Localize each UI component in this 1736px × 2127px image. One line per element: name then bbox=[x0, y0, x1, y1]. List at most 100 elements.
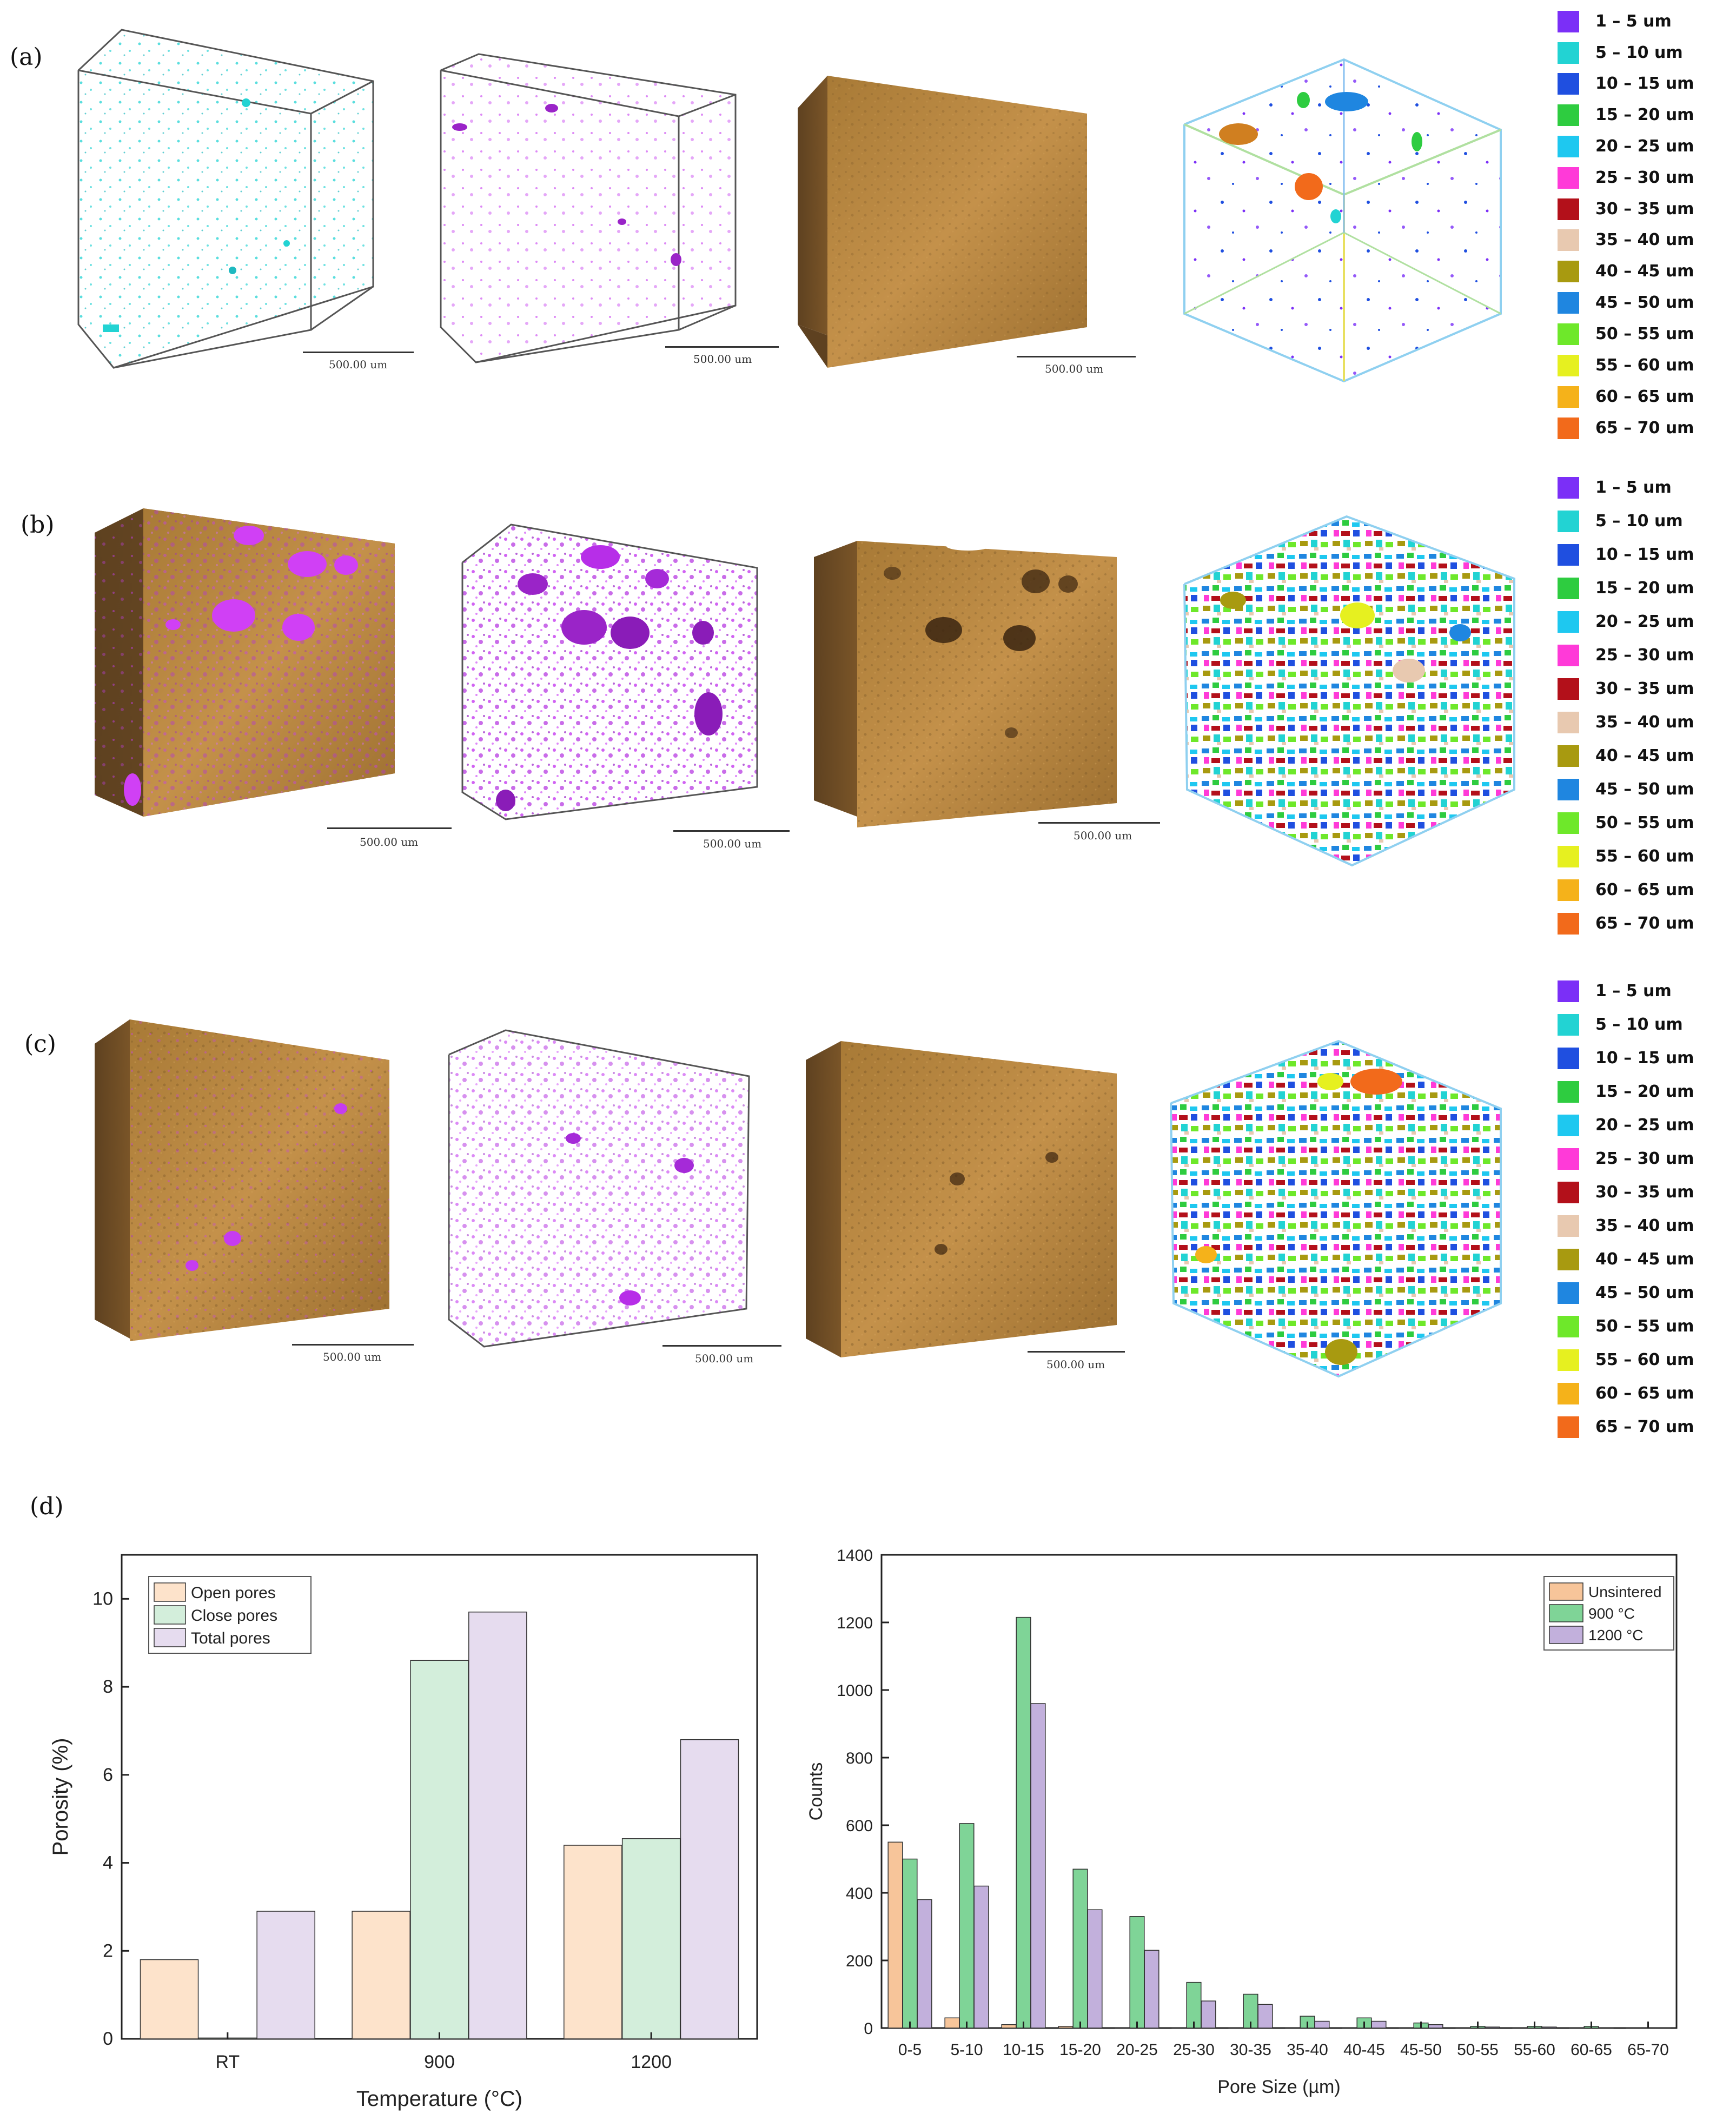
legend-label: 15 – 20 um bbox=[1595, 1082, 1694, 1101]
bar bbox=[1001, 2024, 1017, 2029]
x-tick-label: 40-45 bbox=[1343, 2041, 1385, 2059]
legend-swatch bbox=[1558, 198, 1579, 220]
x-tick-label: 25-30 bbox=[1173, 2041, 1215, 2059]
legend-swatch bbox=[1558, 745, 1579, 767]
legend-label: 20 – 25 um bbox=[1595, 1116, 1694, 1135]
legend-swatch bbox=[1558, 544, 1579, 566]
legend-label: 35 – 40 um bbox=[1595, 1216, 1694, 1235]
y-tick-label: 200 bbox=[846, 1952, 873, 1970]
legend-swatch bbox=[1558, 261, 1579, 282]
bar bbox=[902, 1858, 918, 2029]
x-axis-label: Temperature (°C) bbox=[356, 2087, 522, 2111]
bar bbox=[1314, 2020, 1330, 2029]
y-axis-label: Counts bbox=[806, 1762, 826, 1821]
bar bbox=[680, 1739, 739, 2039]
legend-swatch bbox=[1558, 712, 1579, 733]
legend-swatch bbox=[1558, 1048, 1579, 1069]
legend-label: 30 – 35 um bbox=[1595, 679, 1694, 698]
chart-legend-label: 1200 °C bbox=[1588, 1627, 1644, 1644]
scene-c3 bbox=[806, 1041, 1117, 1357]
legend-label: 10 – 15 um bbox=[1595, 74, 1694, 93]
x-tick-label: 35-40 bbox=[1287, 2041, 1328, 2059]
x-tick-label: 900 bbox=[424, 2052, 455, 2072]
legend-label: 5 – 10 um bbox=[1595, 1015, 1683, 1034]
pore-size-chart: 0 200 400 600 800 1000 1200 1400 0-5 5-10 10-15 15-… bbox=[806, 1547, 1678, 2097]
scene-a1 bbox=[77, 29, 374, 369]
legend-label: 20 – 25 um bbox=[1595, 137, 1694, 156]
panel-label-c: (c) bbox=[24, 1030, 56, 1058]
x-tick-label: 10-15 bbox=[1003, 2041, 1044, 2059]
x-tick-label: 60-65 bbox=[1571, 2041, 1612, 2059]
scale-bar-c1 bbox=[292, 1344, 414, 1346]
chart-legend-swatch bbox=[154, 1628, 186, 1647]
y-tick-label: 2 bbox=[103, 1940, 113, 1961]
legend-swatch bbox=[1558, 292, 1579, 314]
legend-swatch bbox=[1558, 1115, 1579, 1136]
legend-swatch bbox=[1558, 1416, 1579, 1438]
chart-legend-swatch bbox=[1549, 1582, 1583, 1601]
legend-label: 30 – 35 um bbox=[1595, 200, 1694, 218]
legend-swatch bbox=[1558, 477, 1579, 499]
bar bbox=[352, 1911, 410, 2039]
chart-legend-label: Unsintered bbox=[1588, 1583, 1661, 1600]
legend-swatch bbox=[1558, 846, 1579, 867]
scale-label-c1: 500.00 um bbox=[323, 1350, 382, 1363]
bar bbox=[1655, 2027, 1671, 2029]
legend-swatch bbox=[1558, 1148, 1579, 1170]
bar bbox=[140, 1959, 199, 2039]
x-tick-label: 1200 bbox=[631, 2052, 672, 2072]
legend-swatch bbox=[1558, 812, 1579, 834]
legend-label: 55 – 60 um bbox=[1595, 847, 1694, 866]
legend-swatch bbox=[1558, 42, 1579, 64]
legend-swatch bbox=[1558, 1282, 1579, 1304]
legend-swatch bbox=[1558, 1014, 1579, 1036]
chart-legend-label: Close pores bbox=[191, 1607, 277, 1625]
scene-b4 bbox=[1183, 515, 1515, 867]
scale-label-b2: 500.00 um bbox=[703, 837, 762, 850]
x-tick-label: RT bbox=[215, 2052, 240, 2072]
panel-label-a: (a) bbox=[10, 43, 43, 71]
legend-swatch bbox=[1558, 1383, 1579, 1404]
legend-label: 1 – 5 um bbox=[1595, 478, 1672, 497]
y-tick-label: 400 bbox=[846, 1885, 873, 1903]
scale-label-c2: 500.00 um bbox=[695, 1352, 754, 1365]
bar bbox=[1016, 1616, 1031, 2029]
scale-bar-b2 bbox=[673, 830, 790, 832]
bar bbox=[887, 1841, 903, 2029]
bar bbox=[1512, 2027, 1528, 2029]
scale-label-b1: 500.00 um bbox=[360, 836, 419, 849]
scene-a2 bbox=[440, 53, 737, 363]
legend-label: 65 – 70 um bbox=[1595, 1417, 1694, 1436]
legend-label: 1 – 5 um bbox=[1595, 982, 1672, 1000]
legend-swatch bbox=[1558, 355, 1579, 376]
scale-bar-b3 bbox=[1038, 822, 1160, 824]
x-tick-label: 0-5 bbox=[898, 2041, 922, 2059]
panel-label-d: (d) bbox=[30, 1493, 64, 1520]
x-tick-label: 50-55 bbox=[1457, 2041, 1499, 2059]
legend-swatch bbox=[1558, 1249, 1579, 1270]
legend-swatch bbox=[1558, 323, 1579, 345]
chart-legend-swatch bbox=[1549, 1626, 1583, 1644]
bar bbox=[1058, 2026, 1074, 2029]
legend-swatch bbox=[1558, 167, 1579, 189]
legend-label: 1 – 5 um bbox=[1595, 12, 1672, 31]
scene-b3 bbox=[814, 541, 1117, 827]
scale-label-a3: 500.00 um bbox=[1045, 362, 1104, 375]
legend-label: 30 – 35 um bbox=[1595, 1183, 1694, 1202]
scene-b1 bbox=[95, 508, 395, 817]
plot-frame bbox=[880, 1554, 1678, 2029]
legend-label: 20 – 25 um bbox=[1595, 612, 1694, 631]
bar bbox=[1228, 2027, 1244, 2029]
bar bbox=[1257, 2004, 1273, 2029]
legend-swatch bbox=[1558, 578, 1579, 599]
legend-swatch bbox=[1558, 779, 1579, 800]
legend-label: 50 – 55 um bbox=[1595, 1317, 1694, 1336]
legend-label: 25 – 30 um bbox=[1595, 646, 1694, 665]
x-axis-label: Pore Size (µm) bbox=[1217, 2077, 1340, 2097]
chart-legend-label: Open pores bbox=[191, 1584, 276, 1602]
legend-label: 40 – 45 um bbox=[1595, 262, 1694, 281]
y-tick-label: 10 bbox=[92, 1588, 113, 1609]
bar bbox=[917, 1899, 932, 2029]
bar bbox=[1186, 1982, 1202, 2029]
bar bbox=[1485, 2026, 1500, 2029]
